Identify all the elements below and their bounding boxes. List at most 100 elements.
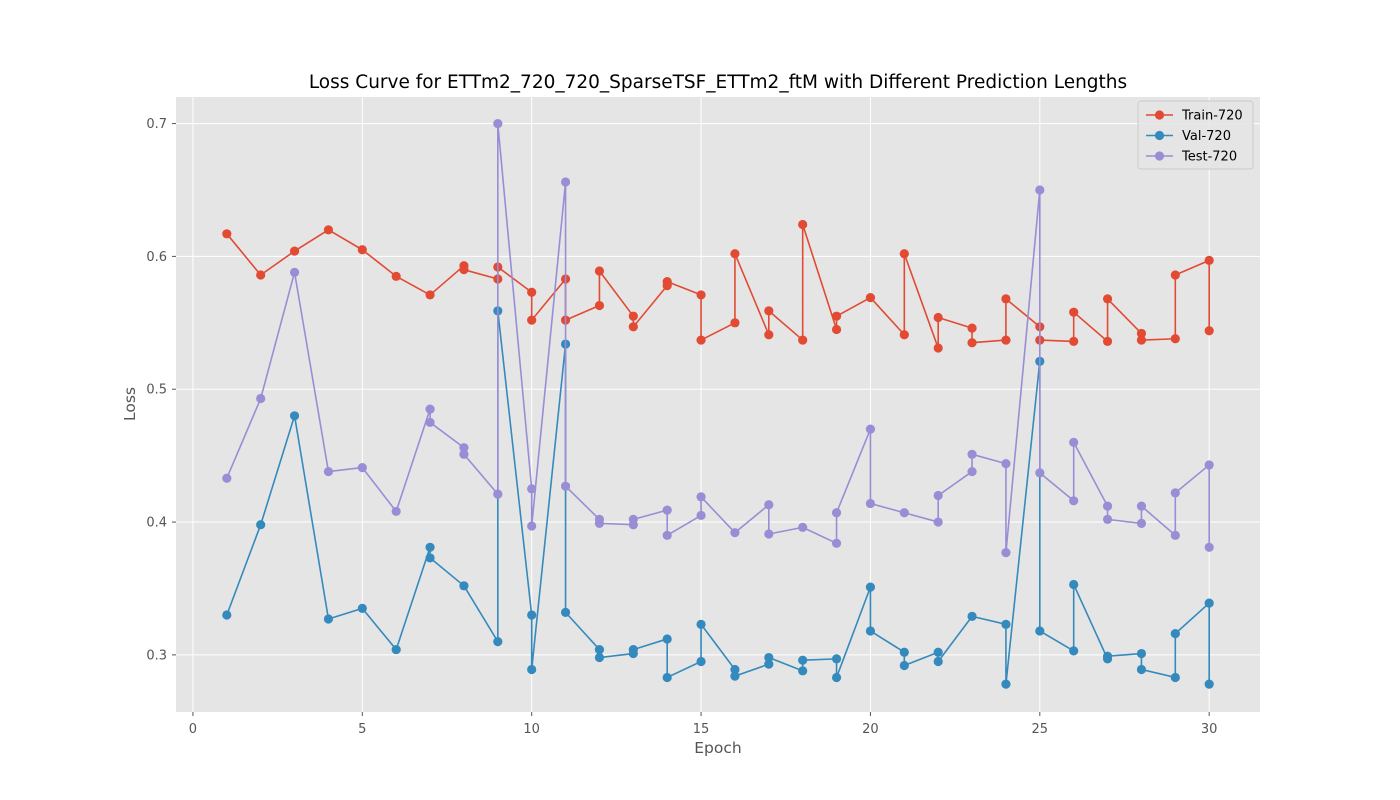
series-layer xyxy=(222,118,1214,689)
data-point-train-720 xyxy=(967,323,977,333)
data-point-train-720 xyxy=(730,318,740,328)
data-point-train-720 xyxy=(696,290,706,300)
series-line-train-720 xyxy=(226,223,1210,349)
data-point-test-720 xyxy=(1136,518,1147,528)
data-point-val-720 xyxy=(730,664,740,675)
y-axis-label: Loss xyxy=(121,387,139,421)
data-point-val-720 xyxy=(662,634,672,644)
data-point-train-720 xyxy=(256,270,266,280)
data-point-train-720 xyxy=(628,311,638,321)
data-point-test-720 xyxy=(560,481,571,491)
data-point-val-720 xyxy=(289,411,300,421)
data-point-test-720 xyxy=(459,449,469,459)
data-point-test-720 xyxy=(1102,514,1113,524)
data-point-train-720 xyxy=(594,300,605,311)
y-tick-label: 0.6 xyxy=(146,250,167,265)
data-point-val-720 xyxy=(391,644,401,655)
data-point-val-720 xyxy=(662,672,672,683)
y-tick-label: 0.5 xyxy=(146,383,167,398)
data-point-val-720 xyxy=(798,655,808,665)
data-point-test-720 xyxy=(798,522,808,532)
data-point-val-720 xyxy=(594,652,605,663)
data-point-test-720 xyxy=(391,506,401,517)
data-point-val-720 xyxy=(425,553,435,563)
x-tick-label: 20 xyxy=(862,722,879,737)
data-point-test-720 xyxy=(1001,548,1011,558)
data-point-train-720 xyxy=(628,322,638,332)
data-point-val-720 xyxy=(764,652,774,663)
data-point-val-720 xyxy=(1001,679,1011,689)
data-point-test-720 xyxy=(1001,459,1011,469)
data-point-test-720 xyxy=(831,538,842,548)
data-point-train-720 xyxy=(527,287,537,297)
data-point-train-720 xyxy=(730,249,740,259)
data-point-train-720 xyxy=(323,225,334,235)
data-point-val-720 xyxy=(933,647,943,657)
data-point-test-720 xyxy=(425,417,435,428)
data-point-train-720 xyxy=(357,245,367,255)
data-point-val-720 xyxy=(1102,651,1113,661)
data-point-test-720 xyxy=(357,462,367,473)
data-point-val-720 xyxy=(831,654,842,664)
x-tick-label: 25 xyxy=(1032,722,1049,737)
data-point-test-720 xyxy=(323,466,334,477)
data-point-test-720 xyxy=(425,404,435,414)
data-point-test-720 xyxy=(1204,460,1214,470)
data-point-train-720 xyxy=(594,266,605,276)
legend-entry-label: Val-720 xyxy=(1182,129,1231,144)
data-point-val-720 xyxy=(967,611,977,621)
data-point-train-720 xyxy=(1136,335,1147,345)
data-point-train-720 xyxy=(1001,335,1011,345)
x-tick-label: 10 xyxy=(523,722,540,737)
legend-entry-label: Train-720 xyxy=(1181,109,1243,124)
data-point-val-720 xyxy=(696,619,706,629)
data-point-train-720 xyxy=(1170,334,1180,344)
y-axis-ticks: 0.3 0.4 0.5 0.6 0.7 xyxy=(146,117,176,663)
y-tick-label: 0.7 xyxy=(146,117,167,132)
data-point-train-720 xyxy=(798,219,808,230)
data-point-val-720 xyxy=(493,637,503,647)
data-point-train-720 xyxy=(831,324,842,335)
data-point-val-720 xyxy=(1035,626,1045,636)
data-point-test-720 xyxy=(764,529,774,539)
data-point-val-720 xyxy=(865,626,876,636)
data-point-test-720 xyxy=(831,508,842,518)
legend-point-marker xyxy=(1154,151,1165,161)
data-point-val-720 xyxy=(527,664,537,675)
data-point-val-720 xyxy=(865,582,876,592)
plot-area xyxy=(176,97,1260,712)
data-point-test-720 xyxy=(493,489,503,499)
data-point-val-720 xyxy=(527,610,537,620)
data-point-test-720 xyxy=(594,518,605,528)
data-point-test-720 xyxy=(1170,488,1180,498)
data-point-val-720 xyxy=(425,542,435,552)
series-train-720 xyxy=(222,219,1214,353)
data-point-val-720 xyxy=(696,656,706,667)
data-point-train-720 xyxy=(933,312,943,323)
data-point-test-720 xyxy=(662,530,672,540)
data-point-test-720 xyxy=(730,528,740,538)
data-point-val-720 xyxy=(899,647,909,657)
data-point-val-720 xyxy=(730,671,740,681)
data-point-train-720 xyxy=(289,246,300,256)
data-point-train-720 xyxy=(967,338,977,348)
data-point-train-720 xyxy=(1136,328,1147,339)
data-point-test-720 xyxy=(1170,530,1180,540)
data-point-test-720 xyxy=(493,118,503,129)
data-point-val-720 xyxy=(1170,672,1180,683)
data-point-val-720 xyxy=(1170,629,1180,639)
data-point-train-720 xyxy=(764,306,774,316)
y-tick-label: 0.4 xyxy=(146,516,167,531)
data-point-train-720 xyxy=(1204,326,1214,336)
legend: Train-720 Val-720 Test-720 xyxy=(1137,100,1254,170)
data-point-val-720 xyxy=(560,607,571,617)
data-point-test-720 xyxy=(459,443,469,453)
data-point-val-720 xyxy=(933,656,943,667)
data-point-test-720 xyxy=(696,510,706,521)
data-point-val-720 xyxy=(1069,579,1079,590)
data-point-test-720 xyxy=(696,492,706,502)
data-point-train-720 xyxy=(1204,255,1214,265)
x-tick-label: 30 xyxy=(1201,722,1218,737)
data-point-test-720 xyxy=(1102,501,1113,511)
data-point-test-720 xyxy=(1136,501,1147,511)
